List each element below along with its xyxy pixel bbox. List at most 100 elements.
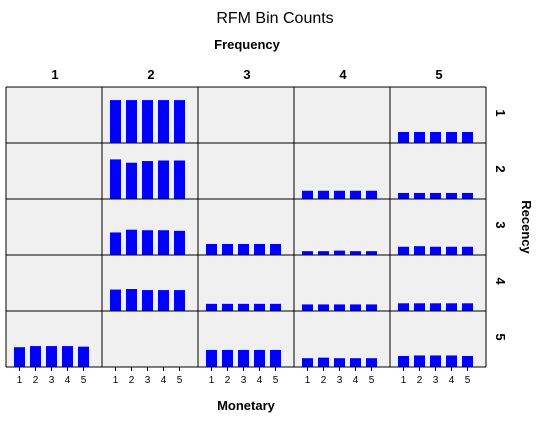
bar-r2-f2-m4 [158, 160, 169, 199]
bar-r4-f4-m2 [318, 304, 329, 311]
bar-r4-f4-m1 [302, 304, 313, 311]
bar-r3-f4-m2 [318, 251, 329, 255]
panel-r3-f1 [6, 199, 102, 255]
bar-r5-f4-m4 [350, 358, 361, 367]
bar-r3-f3-m5 [270, 244, 281, 255]
recency-level-label: 1 [493, 109, 508, 116]
monetary-tick-label: 2 [129, 375, 135, 386]
monetary-tick-label: 3 [433, 375, 439, 386]
bar-r4-f3-m5 [270, 303, 281, 311]
bar-r4-f4-m4 [350, 304, 361, 311]
monetary-tick-label: 2 [321, 375, 327, 386]
panel-r5-f4 [294, 311, 390, 367]
recency-axis-title: Recency [519, 200, 534, 254]
bar-r3-f5-m1 [398, 246, 409, 255]
bar-r5-f5-m4 [446, 355, 457, 367]
bar-r5-f5-m3 [430, 355, 441, 367]
monetary-tick-label: 5 [177, 375, 183, 386]
bar-r2-f5-m1 [398, 192, 409, 199]
bar-r1-f5-m4 [446, 132, 457, 143]
bar-r3-f3-m4 [254, 244, 265, 255]
panel-r4-f4 [294, 255, 390, 311]
bar-r3-f4-m1 [302, 251, 313, 255]
bar-r3-f5-m3 [430, 246, 441, 255]
bar-r4-f3-m3 [238, 303, 249, 311]
bar-r5-f5-m2 [414, 355, 425, 367]
frequency-level-label: 3 [243, 67, 250, 82]
monetary-tick-label: 2 [33, 375, 39, 386]
bar-r2-f5-m5 [462, 192, 473, 199]
bar-r5-f1-m4 [62, 346, 73, 367]
recency-level-label: 5 [493, 333, 508, 340]
frequency-level-label: 2 [147, 67, 154, 82]
panel-r4-f1 [6, 255, 102, 311]
bar-r5-f3-m3 [238, 349, 249, 367]
bar-r2-f4-m2 [318, 190, 329, 199]
bar-r5-f4-m5 [366, 358, 377, 367]
monetary-tick-label: 5 [273, 375, 279, 386]
bar-r5-f1-m3 [46, 346, 57, 367]
bar-r3-f4-m3 [334, 250, 345, 255]
panel-r3-f5 [390, 199, 486, 255]
bar-r4-f3-m4 [254, 303, 265, 311]
monetary-tick-label: 3 [49, 375, 55, 386]
monetary-tick-label: 4 [449, 375, 455, 386]
bar-r2-f5-m4 [446, 192, 457, 199]
panel-r1-f3 [198, 87, 294, 143]
recency-level-label: 2 [493, 165, 508, 172]
bar-r2-f2-m5 [174, 160, 185, 199]
bar-r5-f1-m5 [78, 346, 89, 367]
bar-r3-f5-m2 [414, 246, 425, 255]
bar-r2-f5-m2 [414, 192, 425, 199]
bar-r4-f5-m5 [462, 303, 473, 311]
monetary-tick-label: 1 [209, 375, 215, 386]
bar-r2-f2-m2 [126, 162, 137, 199]
bar-r2-f4-m5 [366, 190, 377, 199]
recency-level-label: 4 [493, 277, 508, 285]
bar-r5-f1-m1 [14, 347, 25, 367]
bar-r3-f3-m1 [206, 244, 217, 255]
bar-r3-f3-m2 [222, 244, 233, 255]
bar-r4-f4-m3 [334, 304, 345, 311]
bar-r5-f3-m5 [270, 349, 281, 367]
monetary-tick-label: 3 [145, 375, 151, 386]
frequency-level-label: 1 [51, 67, 58, 82]
bar-r1-f2-m2 [126, 100, 137, 143]
bar-r5-f4-m3 [334, 358, 345, 367]
panel-r2-f3 [198, 143, 294, 199]
bar-r3-f3-m3 [238, 244, 249, 255]
bar-r4-f2-m5 [174, 290, 185, 311]
monetary-tick-label: 2 [225, 375, 231, 386]
bar-r5-f4-m1 [302, 358, 313, 367]
bar-r2-f2-m3 [142, 161, 153, 199]
recency-level-label: 3 [493, 221, 508, 228]
panel-r2-f1 [6, 143, 102, 199]
monetary-tick-label: 5 [369, 375, 375, 386]
bar-r5-f4-m2 [318, 357, 329, 367]
bar-r4-f5-m2 [414, 303, 425, 311]
monetary-tick-label: 4 [257, 375, 263, 386]
bar-r4-f2-m2 [126, 289, 137, 311]
bar-r4-f2-m4 [158, 290, 169, 311]
bar-r1-f5-m2 [414, 132, 425, 143]
monetary-tick-label: 1 [305, 375, 311, 386]
monetary-tick-label: 4 [353, 375, 359, 386]
bar-r4-f3-m1 [206, 303, 217, 311]
monetary-tick-label: 3 [337, 375, 343, 386]
bar-r1-f2-m3 [142, 100, 153, 143]
monetary-tick-label: 3 [241, 375, 247, 386]
frequency-axis-title: Frequency [214, 37, 281, 52]
bar-r5-f5-m5 [462, 356, 473, 367]
panel-r3-f4 [294, 199, 390, 255]
frequency-level-label: 4 [339, 67, 347, 82]
bar-r3-f2-m2 [126, 229, 137, 255]
frequency-level-label: 5 [435, 67, 442, 82]
bar-r2-f5-m3 [430, 192, 441, 199]
bar-r1-f5-m1 [398, 132, 409, 143]
monetary-tick-label: 1 [401, 375, 407, 386]
bar-r4-f5-m4 [446, 303, 457, 311]
monetary-tick-label: 5 [81, 375, 87, 386]
panel-r5-f2 [102, 311, 198, 367]
bar-r4-f2-m3 [142, 290, 153, 311]
